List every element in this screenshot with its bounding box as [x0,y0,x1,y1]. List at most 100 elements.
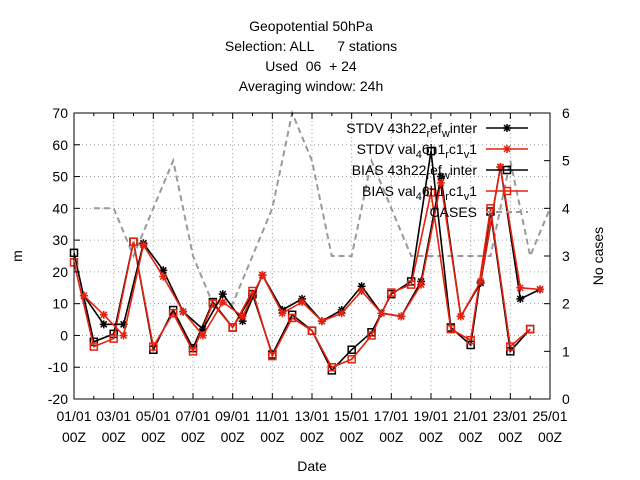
legend-label-part: STDV val [357,141,416,157]
x-tick-label-time: 00Z [340,429,365,445]
data-point [188,347,198,356]
legend-label-part: 1 [469,183,477,199]
x-tick-label: 15/01 [334,408,369,424]
data-point [129,237,138,246]
legend-label-part: 4 [416,191,422,203]
legend-label-part: r [445,191,449,203]
data-point [466,340,475,350]
y2-tick-label: 4 [562,200,570,216]
data-point [496,163,505,172]
series-layer [69,109,551,375]
y-tick-label: 40 [52,200,68,216]
chart-title: Geopotential 50hPa Selection: ALL 7 stat… [225,18,397,94]
legend-label-part: ef [430,162,442,178]
data-point [387,288,396,297]
x-tick-label-time: 00Z [260,429,285,445]
legend-label-part: w [441,128,450,140]
legend-label: BIAS 43h22refwinter [352,162,478,182]
y-axis-label: m [9,250,25,262]
y-tick-label: 50 [52,169,68,185]
data-point [208,299,218,308]
data-point [79,291,88,300]
x-tick-label: 23/01 [493,408,528,424]
x-tick-label: 25/01 [532,408,567,424]
data-point [357,282,366,291]
legend-label-part: 1 [469,141,477,157]
legend-label-part: 6h1 [422,141,446,157]
x-tick-label: 03/01 [96,408,131,424]
data-point [268,351,277,361]
series-4 [93,109,551,305]
data-point [516,294,525,303]
x-tick-label-time: 00Z [300,429,325,445]
data-point [357,286,366,295]
data-point [298,298,307,307]
data-point [525,324,535,334]
x-tick-label: 11/01 [255,408,289,424]
legend-label-part: 4 [416,149,422,161]
data-point [476,277,485,286]
data-point [536,285,545,294]
x-tick-label: 17/01 [374,408,409,424]
series-line [83,166,541,338]
x-tick-label-time: 00Z [379,429,404,445]
y2-tick-label: 5 [562,153,570,169]
data-point [367,331,376,340]
y-tick-label: -20 [48,391,68,407]
series-line [93,109,551,305]
y-tick-label: 10 [52,296,68,312]
data-point [307,326,317,335]
x-tick-label-time: 00Z [62,429,87,445]
x-tick-label-time: 00Z [141,429,166,445]
y2-axis-label: No cases [590,227,606,285]
legend-label-part: v [464,149,470,161]
x-tick-label: 09/01 [215,408,250,424]
title-line-3: Used 06 + 24 [265,58,357,74]
data-point [516,283,525,292]
data-point [337,309,346,318]
y-tick-label: 20 [52,264,68,280]
legend-label-part: r [426,128,430,140]
axis-ticks: -20 -10 0 10 20 30 40 50 60 70 0 1 2 3 4 5 6 01/01 00Z 03/0… [48,105,570,445]
y-tick-label: 60 [52,137,68,153]
x-tick-label: 21/01 [453,408,488,424]
y-tick-label: -10 [48,359,68,375]
y2-tick-label: 3 [562,248,570,264]
data-point [109,334,118,343]
data-point [258,271,267,280]
data-point [218,298,227,307]
data-point [198,331,207,340]
data-point [139,240,148,249]
legend-sample-marker [502,165,512,175]
data-point [436,172,445,181]
legend-label-part: STDV 43h22 [346,120,426,136]
data-point [179,307,188,316]
data-point [317,317,326,326]
x-tick-label: 19/01 [413,408,448,424]
axis-labels: Date m No cases [9,227,606,474]
legend-label-part: CASES [430,204,477,220]
x-tick-label-time: 00Z [538,429,563,445]
legend-label-part: c1 [449,183,464,199]
data-point [377,309,386,318]
data-point [278,309,287,318]
x-tick-label-time: 00Z [498,429,523,445]
y2-tick-label: 6 [562,105,570,121]
legend-label-part: w [441,170,450,182]
legend-label-part: r [445,149,449,161]
legend-label-part: r [426,170,430,182]
x-tick-label: 13/01 [294,408,329,424]
data-point [99,310,108,319]
x-tick-label-time: 00Z [419,429,444,445]
data-point [347,345,356,354]
title-line-4: Averaging window: 24h [239,78,384,94]
data-point [99,320,108,329]
data-point [287,313,297,323]
legend-label: CASES [430,204,477,220]
legend-label: STDV val46h1rc1v1 [357,141,478,161]
title-line-2: Selection: ALL 7 stations [225,38,397,54]
data-point [159,272,168,281]
data-point [238,312,247,321]
